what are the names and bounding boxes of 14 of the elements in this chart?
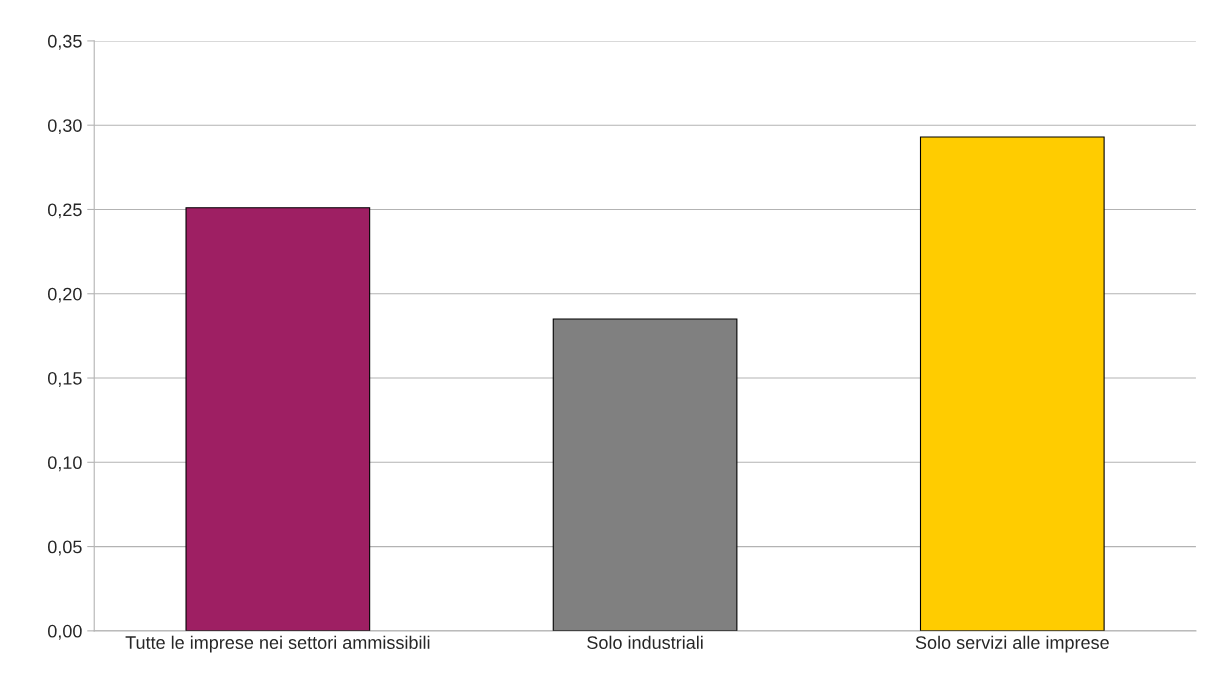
y-tick-label: 0,00 <box>47 624 82 640</box>
y-tick-label: 0,15 <box>47 371 82 387</box>
y-tick-label: 0,35 <box>47 34 82 50</box>
y-tick-label: 0,20 <box>47 287 82 303</box>
bar <box>552 318 738 631</box>
bar <box>185 207 371 631</box>
x-tick-label: Solo servizi alle imprese <box>915 635 1109 653</box>
bar <box>919 136 1105 631</box>
y-tick-label: 0,30 <box>47 119 82 135</box>
x-tick-label: Tutte le imprese nei settori ammissibili <box>125 635 430 653</box>
y-tick-label: 0,05 <box>47 540 82 556</box>
y-tick-label: 0,10 <box>47 456 82 472</box>
y-tick-label: 0,25 <box>47 203 82 219</box>
x-tick-label: Solo industriali <box>587 635 703 649</box>
